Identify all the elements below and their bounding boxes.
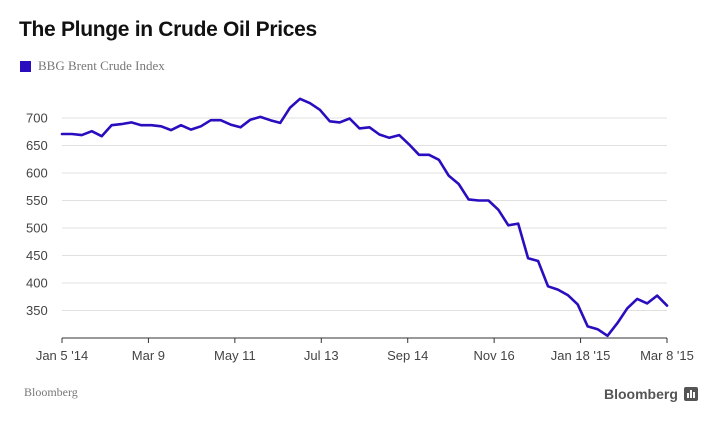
share-icon	[683, 387, 698, 401]
y-tick-label: 700	[26, 111, 48, 126]
y-tick-label: 550	[26, 193, 48, 208]
legend-label: BBG Brent Crude Index	[38, 58, 165, 73]
brand-logo: Bloomberg	[604, 386, 698, 402]
x-tick-label: May 11	[214, 348, 256, 363]
y-tick-label: 350	[26, 303, 48, 318]
x-tick-label: Jul 13	[304, 348, 339, 363]
gridlines	[62, 117, 667, 311]
y-axis: 350 400 450 500 550 600 650 700	[26, 111, 48, 319]
series-line	[60, 97, 669, 338]
x-tick-label: Jan 18 '15	[551, 348, 611, 363]
x-tick-label: Sep 14	[387, 348, 428, 363]
legend-swatch	[20, 60, 31, 72]
y-tick-label: 650	[26, 138, 48, 153]
y-tick-label: 450	[26, 248, 48, 263]
brand-text: Bloomberg	[604, 386, 678, 402]
series-group	[60, 97, 669, 338]
legend: BBG Brent Crude Index	[20, 58, 165, 74]
x-tick-label: Mar 9	[132, 348, 165, 363]
source-label: Bloomberg	[24, 385, 78, 399]
chart-title: The Plunge in Crude Oil Prices	[19, 18, 317, 41]
x-tick-label: Nov 16	[474, 348, 515, 363]
y-tick-label: 400	[26, 276, 48, 291]
x-axis: Jan 5 '14 Mar 9 May 11 Jul 13 Sep 14 Nov 16 Ja…	[36, 337, 694, 363]
y-tick-label: 500	[26, 221, 48, 236]
y-tick-label: 600	[26, 166, 48, 181]
x-tick-label: Mar 8 '15	[640, 348, 694, 363]
x-tick-label: Jan 5 '14	[36, 348, 88, 363]
